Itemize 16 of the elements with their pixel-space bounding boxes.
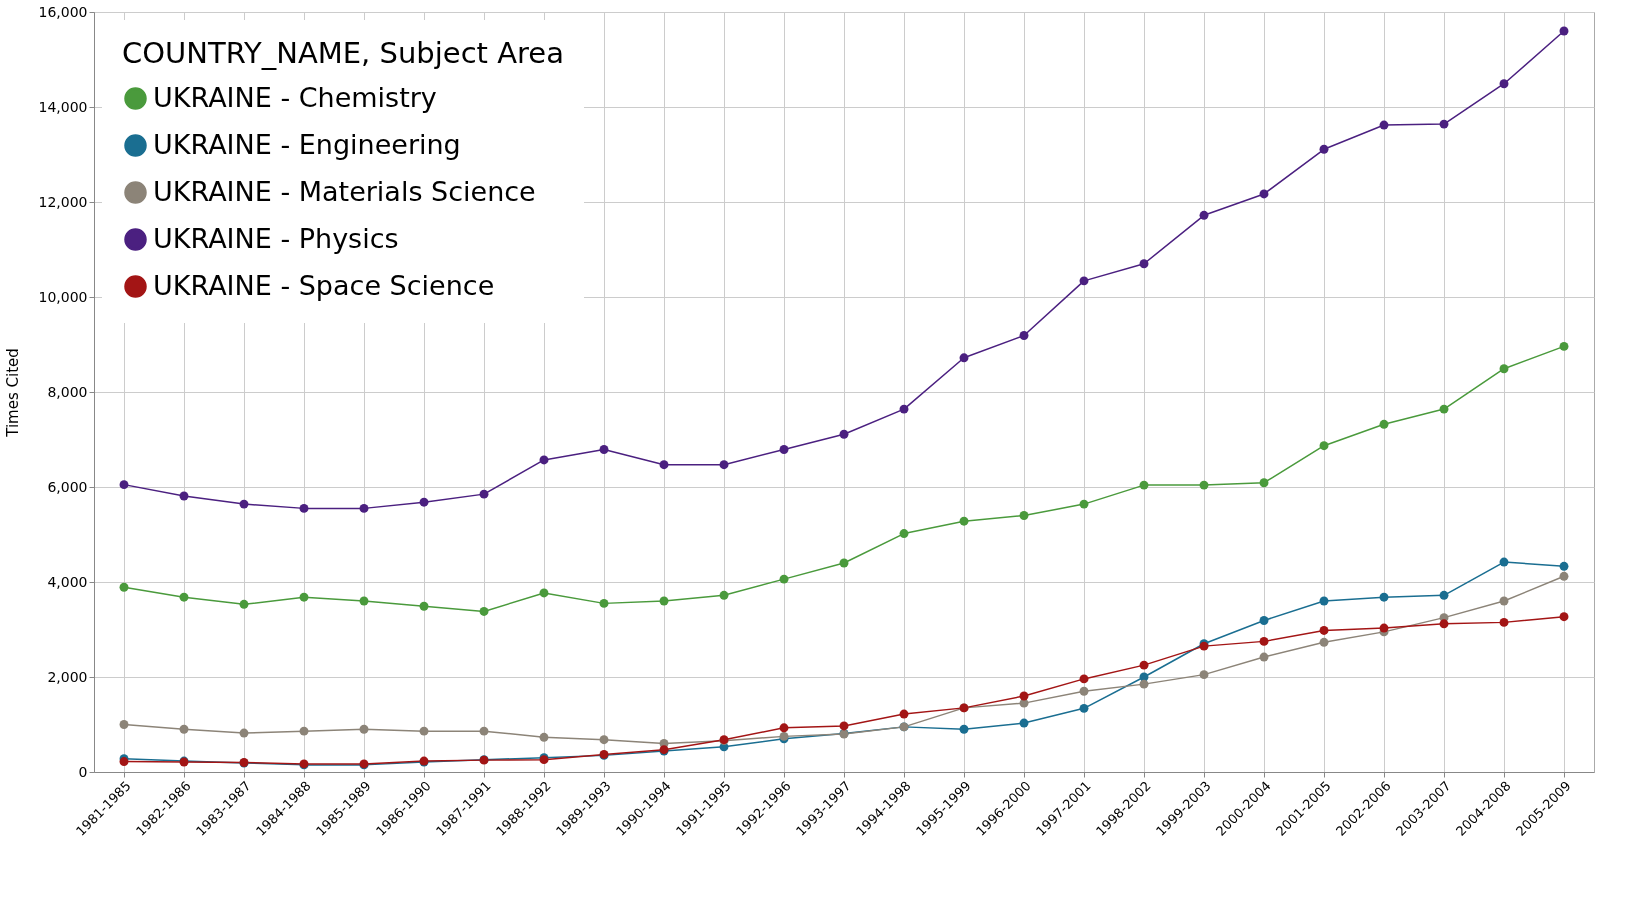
legend-label: UKRAINE - Chemistry xyxy=(153,81,437,113)
legend-label: UKRAINE - Materials Science xyxy=(153,175,536,207)
legend-label: UKRAINE - Engineering xyxy=(153,128,461,160)
y-tick-label: 16,000 xyxy=(38,3,88,20)
y-tick-label: 8,000 xyxy=(47,383,88,400)
y-tick-label: 10,000 xyxy=(38,288,88,305)
legend-title: COUNTRY_NAME, Subject Area xyxy=(122,36,564,70)
y-tick-label: 4,000 xyxy=(47,573,88,590)
y-tick-label: 0 xyxy=(78,763,88,780)
y-axis-title: Times Cited xyxy=(3,348,22,438)
y-tick-label: 14,000 xyxy=(38,98,88,115)
legend-label: UKRAINE - Space Science xyxy=(153,269,495,301)
y-tick-label: 2,000 xyxy=(47,668,88,685)
legend-label: UKRAINE - Physics xyxy=(153,222,399,254)
y-tick-label: 12,000 xyxy=(38,193,88,210)
y-tick-label: 6,000 xyxy=(47,478,88,495)
